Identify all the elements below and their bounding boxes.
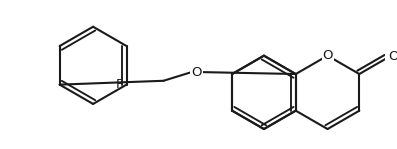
Text: O: O <box>322 49 333 62</box>
Text: F: F <box>116 78 123 91</box>
Text: O: O <box>388 50 397 63</box>
Text: O: O <box>191 66 202 79</box>
